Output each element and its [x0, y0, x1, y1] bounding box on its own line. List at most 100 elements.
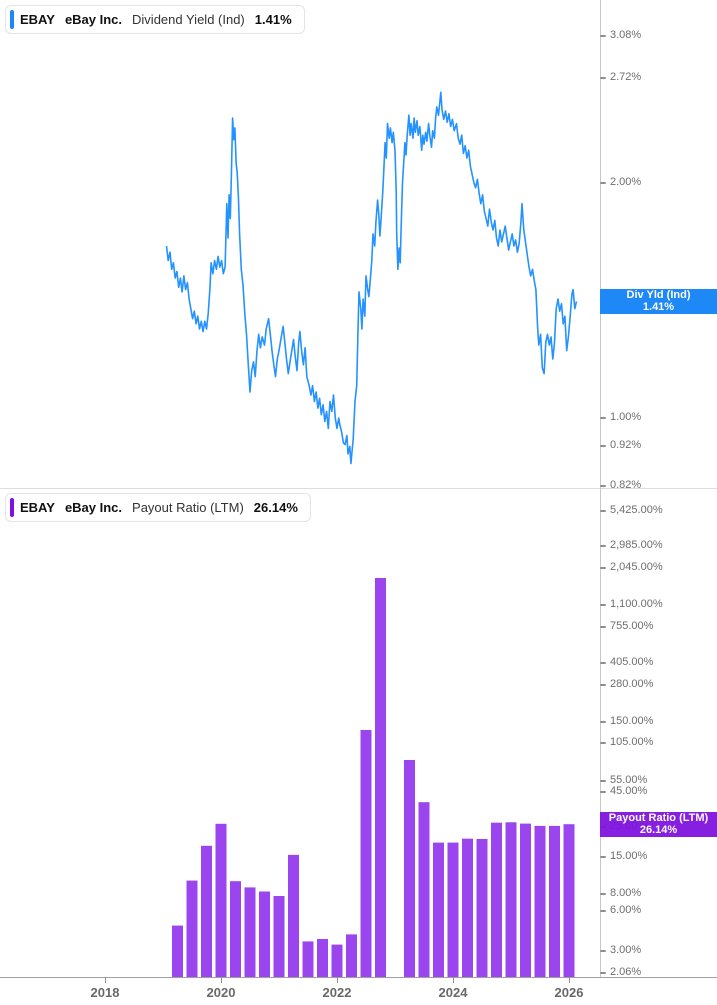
tick-mark [600, 567, 606, 570]
tick-mark [105, 977, 106, 983]
y-tick-label: 2.06% [610, 966, 642, 979]
y-tick-label: 105.00% [610, 735, 654, 748]
year-label: 2024 [438, 985, 468, 1000]
tick-mark [600, 35, 606, 38]
payout-ratio-bar[interactable] [302, 941, 314, 978]
right-axis-line [600, 0, 601, 978]
y-tick-label: 405.00% [610, 656, 654, 669]
payout-ratio-bar[interactable] [360, 730, 372, 978]
tick-mark [600, 445, 606, 448]
legend-payout-ratio[interactable]: EBAY eBay Inc. Payout Ratio (LTM) 26.14% [5, 493, 311, 522]
y-tick-label: 280.00% [610, 678, 654, 690]
payout-ratio-bar[interactable] [244, 887, 256, 978]
metric-value: 1.41% [254, 12, 292, 27]
payout-ratio-bar[interactable] [186, 880, 198, 978]
payout-ratio-bar[interactable] [520, 823, 531, 978]
payout-ratio-bar[interactable] [273, 896, 285, 978]
y-tick-label: 2.72% [610, 71, 642, 84]
y-tick-label: 2.00% [610, 175, 642, 188]
tick-mark [600, 603, 606, 606]
payout-ratio-bar[interactable] [375, 578, 386, 978]
tick-mark [600, 741, 606, 744]
y-tick-label: 150.00% [610, 714, 654, 727]
tick-mark [600, 909, 606, 912]
payout-ratio-bar[interactable] [447, 842, 459, 978]
metric-name: Dividend Yield (Ind) [132, 12, 245, 27]
payout-ratio-bar[interactable] [404, 760, 415, 978]
payout-ratio-bar[interactable] [433, 842, 444, 978]
tick-mark [600, 779, 606, 782]
y-tick-label: 5,425.00% [610, 503, 663, 516]
bottom-axis-line[interactable] [0, 977, 717, 978]
metric-name: Payout Ratio (LTM) [132, 500, 244, 515]
tick-mark [453, 977, 454, 983]
payout-ratio-bar[interactable] [317, 939, 328, 978]
tick-mark [600, 77, 606, 80]
payout-ratio-value-tag: Payout Ratio (LTM) 26.14% [600, 811, 717, 837]
ticker-symbol: EBAY [20, 12, 55, 27]
tag-value: 1.41% [642, 301, 675, 314]
tick-mark [600, 950, 606, 953]
payout-ratio-bar[interactable] [534, 825, 546, 978]
tick-mark [221, 977, 222, 983]
y-tick-label: 0.82% [610, 478, 642, 491]
dividend-yield-line[interactable] [165, 91, 578, 465]
legend-dividend-yield[interactable]: EBAY eBay Inc. Dividend Yield (Ind) 1.41… [5, 5, 305, 34]
payout-ratio-bar[interactable] [201, 845, 212, 978]
payout-ratio-bar[interactable] [549, 825, 560, 978]
payout-ratio-bar[interactable] [172, 925, 183, 978]
y-tick-label: 2,985.00% [610, 539, 663, 551]
tick-mark [600, 972, 606, 975]
panel-divider [0, 488, 717, 489]
tick-mark [600, 662, 606, 665]
payout-ratio-bar[interactable] [259, 891, 270, 978]
y-tick-label: 15.00% [610, 849, 648, 862]
tick-mark [600, 545, 606, 547]
y-tick-label: 755.00% [610, 619, 654, 632]
y-tick-label: 0.92% [610, 439, 642, 452]
payout-ratio-bar[interactable] [476, 839, 488, 978]
payout-ratio-bar[interactable] [331, 944, 343, 978]
company-name: eBay Inc. [64, 12, 123, 27]
payout-ratio-bar[interactable] [346, 934, 357, 978]
payout-ratio-bar[interactable] [563, 824, 575, 978]
tick-mark [600, 684, 606, 686]
payout-ratio-bar[interactable] [288, 854, 299, 978]
payout-ratio-bar[interactable] [505, 822, 517, 978]
tag-label: Div Yld (Ind) [626, 289, 691, 302]
div-yld-value-tag: Div Yld (Ind) 1.41% [600, 288, 717, 314]
y-tick-label: 3.00% [610, 944, 642, 957]
tick-mark [600, 791, 606, 794]
ticker-symbol: EBAY [20, 500, 55, 515]
year-label: 2020 [206, 985, 236, 1000]
year-label: 2026 [554, 985, 584, 1000]
tag-value: 26.14% [639, 824, 678, 837]
payout-ratio-bar[interactable] [418, 802, 430, 978]
y-tick-label: 3.08% [610, 29, 642, 42]
y-tick-label: 1,100.00% [610, 597, 663, 610]
y-tick-label: 2,045.00% [610, 561, 663, 574]
y-tick-label: 45.00% [610, 785, 648, 798]
tick-mark [600, 484, 606, 487]
y-tick-label: 55.00% [610, 773, 648, 786]
legend-accent-bar-purple [10, 498, 14, 517]
payout-ratio-bar[interactable] [230, 881, 241, 978]
payout-ratio-bar[interactable] [491, 822, 502, 978]
tick-mark [600, 509, 606, 512]
y-tick-label: 6.00% [610, 903, 642, 916]
legend-accent-bar-blue [10, 10, 14, 29]
tick-mark [600, 417, 606, 420]
payout-ratio-bar[interactable] [462, 838, 473, 978]
tick-mark [337, 977, 338, 983]
y-tick-label: 1.00% [610, 411, 642, 424]
tick-mark [600, 720, 606, 723]
metric-value: 26.14% [253, 500, 298, 515]
tick-mark [569, 977, 570, 983]
payout-ratio-bar[interactable] [215, 823, 227, 978]
tick-mark [600, 892, 606, 895]
tick-mark [600, 181, 606, 184]
year-label: 2022 [322, 985, 352, 1000]
y-tick-label: 8.00% [610, 886, 642, 899]
